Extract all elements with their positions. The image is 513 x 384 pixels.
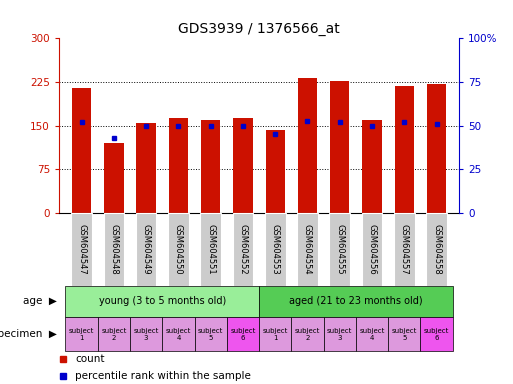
Bar — [426, 213, 447, 286]
Bar — [394, 213, 415, 286]
Bar — [66, 317, 97, 351]
Text: GSM604556: GSM604556 — [367, 224, 377, 275]
Bar — [136, 213, 156, 286]
Bar — [356, 317, 388, 351]
Text: subject
2: subject 2 — [295, 328, 320, 341]
Text: count: count — [75, 354, 105, 364]
Text: GSM604557: GSM604557 — [400, 224, 409, 275]
Bar — [169, 118, 188, 213]
Text: percentile rank within the sample: percentile rank within the sample — [75, 371, 251, 381]
Text: GSM604558: GSM604558 — [432, 224, 441, 275]
Bar — [291, 317, 324, 351]
Bar — [362, 120, 382, 213]
Bar — [259, 317, 291, 351]
Bar — [388, 317, 421, 351]
Text: GSM604555: GSM604555 — [335, 224, 344, 275]
Text: GSM604548: GSM604548 — [109, 224, 119, 275]
Bar — [194, 317, 227, 351]
Text: subject
1: subject 1 — [69, 328, 94, 341]
Text: GSM604550: GSM604550 — [174, 224, 183, 275]
Text: GSM604552: GSM604552 — [239, 224, 247, 275]
Text: subject
5: subject 5 — [198, 328, 223, 341]
Text: subject
1: subject 1 — [263, 328, 288, 341]
Text: subject
3: subject 3 — [133, 328, 159, 341]
Bar — [265, 213, 286, 286]
Bar — [259, 286, 452, 317]
Bar — [104, 143, 124, 213]
Text: subject
4: subject 4 — [166, 328, 191, 341]
Bar — [232, 213, 253, 286]
Title: GDS3939 / 1376566_at: GDS3939 / 1376566_at — [178, 22, 340, 36]
Bar — [97, 317, 130, 351]
Text: subject
3: subject 3 — [327, 328, 352, 341]
Text: specimen  ▶: specimen ▶ — [0, 329, 56, 339]
Bar — [233, 118, 252, 213]
Bar — [66, 286, 259, 317]
Text: GSM604554: GSM604554 — [303, 224, 312, 275]
Bar — [324, 317, 356, 351]
Text: subject
6: subject 6 — [230, 328, 255, 341]
Text: age  ▶: age ▶ — [23, 296, 56, 306]
Text: young (3 to 5 months old): young (3 to 5 months old) — [98, 296, 226, 306]
Bar — [104, 213, 124, 286]
Bar — [201, 120, 221, 213]
Bar — [266, 130, 285, 213]
Bar — [227, 317, 259, 351]
Bar — [427, 84, 446, 213]
Bar — [394, 86, 414, 213]
Text: GSM604549: GSM604549 — [142, 224, 151, 275]
Text: GSM604547: GSM604547 — [77, 224, 86, 275]
Text: subject
5: subject 5 — [391, 328, 417, 341]
Text: subject
2: subject 2 — [101, 328, 127, 341]
Bar — [130, 317, 162, 351]
Text: subject
4: subject 4 — [359, 328, 385, 341]
Bar — [168, 213, 189, 286]
Bar — [330, 81, 349, 213]
Bar — [136, 123, 156, 213]
Text: GSM604553: GSM604553 — [271, 224, 280, 275]
Bar — [297, 213, 318, 286]
Bar — [201, 213, 221, 286]
Bar — [298, 78, 317, 213]
Bar — [329, 213, 350, 286]
Text: GSM604551: GSM604551 — [206, 224, 215, 275]
Bar — [72, 88, 91, 213]
Bar — [71, 213, 92, 286]
Bar — [421, 317, 452, 351]
Bar — [362, 213, 382, 286]
Text: aged (21 to 23 months old): aged (21 to 23 months old) — [289, 296, 423, 306]
Text: subject
6: subject 6 — [424, 328, 449, 341]
Bar — [162, 317, 194, 351]
